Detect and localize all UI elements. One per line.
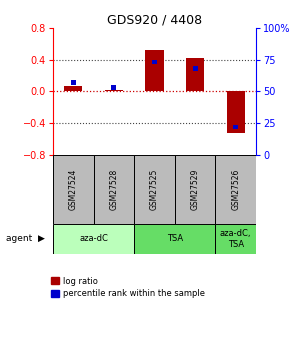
Bar <box>71 80 76 85</box>
Text: aza-dC: aza-dC <box>79 234 108 244</box>
FancyBboxPatch shape <box>53 155 94 224</box>
Text: GSM27524: GSM27524 <box>69 169 78 210</box>
Text: GSM27529: GSM27529 <box>191 169 200 210</box>
FancyBboxPatch shape <box>134 155 175 224</box>
FancyBboxPatch shape <box>134 224 215 254</box>
Legend: log ratio, percentile rank within the sample: log ratio, percentile rank within the sa… <box>51 277 205 298</box>
FancyBboxPatch shape <box>175 155 215 224</box>
Bar <box>227 91 245 133</box>
Bar <box>112 86 116 90</box>
FancyBboxPatch shape <box>94 155 134 224</box>
Text: TSA: TSA <box>167 234 183 244</box>
FancyBboxPatch shape <box>215 224 256 254</box>
Bar <box>105 90 123 91</box>
Bar <box>152 60 157 64</box>
Text: GSM27526: GSM27526 <box>231 169 240 210</box>
Text: GSM27525: GSM27525 <box>150 169 159 210</box>
Bar <box>233 125 238 129</box>
FancyBboxPatch shape <box>53 224 134 254</box>
Bar <box>145 50 164 91</box>
Title: GDS920 / 4408: GDS920 / 4408 <box>107 13 202 27</box>
Bar <box>186 58 204 91</box>
Text: agent  ▶: agent ▶ <box>6 234 45 244</box>
Text: aza-dC,
TSA: aza-dC, TSA <box>220 229 251 249</box>
FancyBboxPatch shape <box>215 155 256 224</box>
Text: GSM27528: GSM27528 <box>109 169 118 210</box>
Bar <box>64 86 82 91</box>
Bar <box>193 66 198 71</box>
